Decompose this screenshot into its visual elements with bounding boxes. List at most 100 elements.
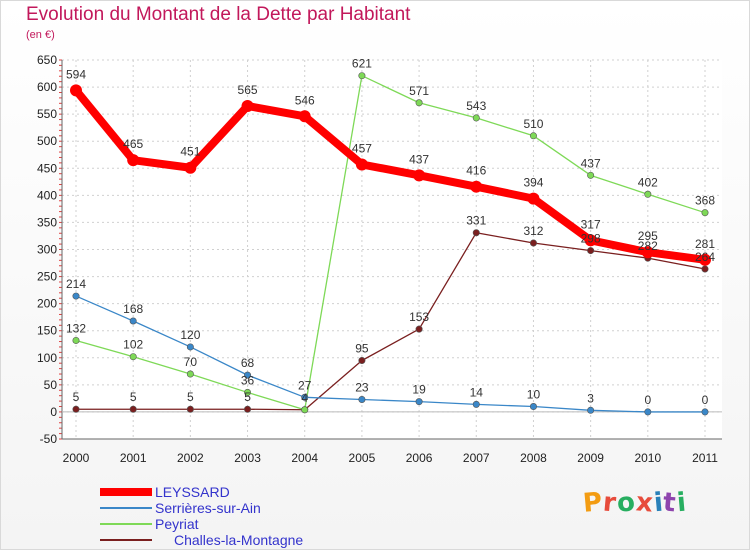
data-point [129, 317, 137, 325]
data-point [186, 343, 194, 351]
x-tick-label: 2000 [63, 451, 90, 465]
data-label: 27 [298, 378, 312, 392]
data-label: 14 [470, 385, 484, 399]
y-tick-label: 550 [37, 107, 57, 121]
data-label: 543 [466, 99, 486, 113]
series-line-peyriat [75, 75, 706, 411]
data-label: 68 [241, 356, 255, 370]
data-point [701, 209, 709, 217]
data-label: 565 [238, 83, 258, 97]
y-tick-label: 300 [37, 243, 57, 257]
data-point [129, 353, 137, 361]
data-label: 594 [66, 67, 86, 81]
data-point [472, 229, 480, 237]
data-point [129, 405, 137, 413]
x-tick-label: 2006 [406, 451, 433, 465]
x-tick-label: 2004 [291, 451, 318, 465]
data-label: 132 [66, 321, 86, 335]
series-line-challes-la-montagne [75, 232, 706, 411]
data-point [584, 234, 597, 247]
chart-title: Evolution du Montant de la Dette par Hab… [26, 4, 411, 25]
data-label: 10 [527, 388, 541, 402]
y-tick-label: 400 [37, 188, 57, 202]
y-tick-label: 450 [37, 161, 57, 175]
data-label: 295 [638, 229, 658, 243]
data-label: 168 [123, 302, 143, 316]
legend-swatch [100, 507, 152, 509]
data-point [301, 406, 309, 414]
x-tick-label: 2001 [120, 451, 147, 465]
data-label: 281 [695, 237, 715, 251]
data-label: 621 [352, 57, 372, 71]
data-point [72, 336, 80, 344]
x-tick-label: 2005 [349, 451, 376, 465]
data-label: 451 [180, 145, 200, 159]
data-label: 416 [466, 164, 486, 178]
y-tick-label: 200 [37, 297, 57, 311]
data-point [415, 99, 423, 107]
data-label: 312 [523, 224, 543, 238]
data-point [127, 154, 140, 167]
data-point [472, 114, 480, 122]
data-point [301, 393, 309, 401]
x-tick-label: 2010 [634, 451, 661, 465]
data-point [186, 405, 194, 413]
data-point [472, 400, 480, 408]
y-tick-label: -50 [40, 432, 58, 446]
y-tick-label: 350 [37, 215, 57, 229]
x-tick-label: 2003 [234, 451, 261, 465]
data-label: 153 [409, 310, 429, 324]
data-point [184, 161, 197, 174]
data-point [644, 408, 652, 416]
data-point [587, 171, 595, 179]
logo-letter: i [675, 487, 689, 519]
y-tick-label: 150 [37, 324, 57, 338]
x-tick-label: 2007 [463, 451, 490, 465]
data-point [415, 398, 423, 406]
data-point [355, 158, 368, 171]
y-tick-label: 650 [37, 53, 57, 67]
legend-label: Challes-la-Montagne [174, 532, 304, 548]
data-label: 36 [241, 373, 255, 387]
data-label: 368 [695, 194, 715, 208]
data-point [72, 405, 80, 413]
data-point [529, 239, 537, 247]
chart-subtitle: (en €) [26, 29, 55, 41]
data-point [358, 72, 366, 80]
data-point [701, 265, 709, 273]
data-label: 510 [523, 117, 543, 131]
y-tick-label: 0 [50, 405, 57, 419]
data-point [358, 356, 366, 364]
data-label: 120 [180, 328, 200, 342]
data-label: 95 [355, 341, 369, 355]
data-label: 298 [581, 232, 601, 246]
data-point [70, 84, 82, 97]
series-line-leyssard [72, 86, 709, 264]
y-tick-label: 500 [37, 134, 57, 148]
data-point [529, 132, 537, 140]
data-point [529, 403, 537, 411]
y-tick-label: 100 [37, 351, 57, 365]
data-label: 0 [644, 393, 651, 407]
data-label: 282 [638, 239, 658, 253]
data-label: 5 [244, 390, 251, 404]
data-label: 23 [355, 380, 369, 394]
data-label: 4 [301, 391, 308, 405]
data-point [699, 253, 711, 266]
data-label: 5 [187, 390, 194, 404]
legend-swatch [100, 539, 152, 541]
data-label: 465 [123, 137, 143, 151]
data-point [587, 247, 595, 255]
logo-letter: x [634, 487, 655, 519]
data-label: 394 [523, 176, 543, 190]
data-label: 437 [581, 156, 601, 170]
data-label: 331 [466, 214, 486, 228]
legend-label: Peyriat [155, 516, 199, 532]
data-point [701, 408, 709, 416]
data-point [641, 246, 654, 259]
data-label: 102 [123, 338, 143, 352]
data-point [244, 371, 252, 379]
data-label: 0 [702, 393, 709, 407]
data-label: 264 [695, 250, 715, 264]
